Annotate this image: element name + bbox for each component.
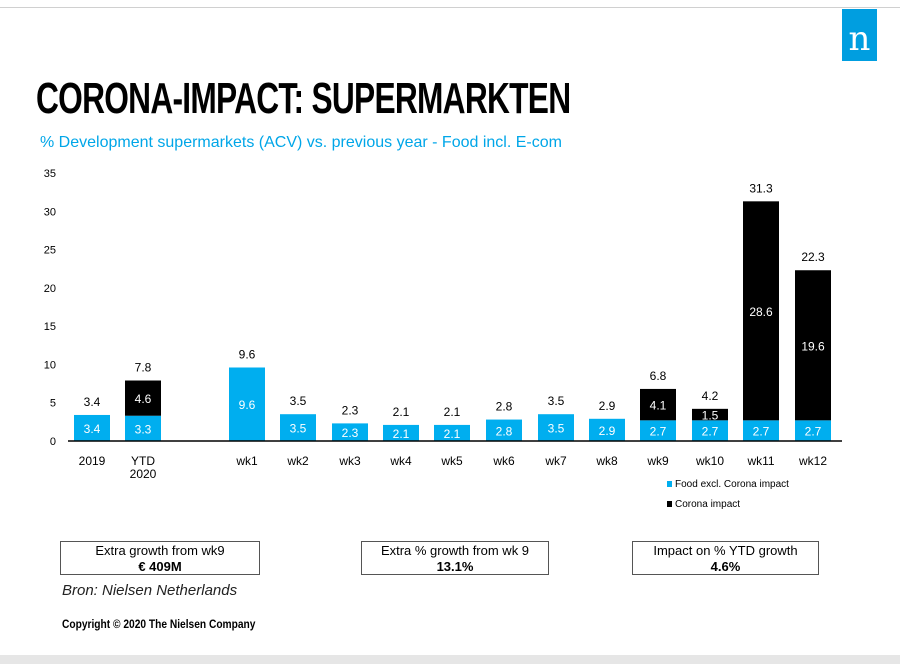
bar-total-label: 2.1 [393, 405, 410, 419]
legend-label: Food excl. Corona impact [675, 479, 789, 490]
bar-data-label: 2.1 [393, 427, 410, 441]
bar-total-label: 22.3 [801, 250, 825, 264]
bar-food-excl-corona [229, 367, 265, 441]
kpi-value: 13.1% [436, 559, 474, 574]
bar-data-label: 2.7 [650, 425, 667, 439]
bar-total-label: 2.8 [496, 400, 513, 414]
y-tick-label: 25 [44, 245, 56, 257]
legend-swatch [667, 501, 672, 507]
bar-data-label: 28.6 [749, 305, 773, 319]
y-tick-label: 10 [44, 359, 56, 371]
bar-data-label: 3.5 [548, 422, 565, 436]
x-tick-label: wk11 [746, 454, 774, 468]
bar-total-label: 6.8 [650, 369, 667, 383]
x-tick-label: wk9 [646, 454, 669, 468]
bar-corona-impact [640, 388, 676, 421]
x-tick-label: wk1 [235, 454, 258, 468]
bar-data-label: 2.7 [702, 425, 719, 439]
bar-food-excl-corona [74, 414, 110, 441]
bar-data-label: 4.6 [135, 392, 152, 406]
bar-total-label: 9.6 [239, 347, 256, 361]
bar-corona-impact [743, 201, 779, 421]
bar-data-label: 2.1 [444, 427, 461, 441]
bar-corona-impact [125, 380, 161, 416]
kpi-box-ytd-impact: Impact on % YTD growth 4.6% [632, 541, 819, 575]
top-divider [0, 7, 900, 8]
x-tick-label: 2019 [79, 454, 106, 468]
x-tick-label: wk2 [286, 454, 309, 468]
bar-food-excl-corona [538, 414, 574, 441]
y-tick-label: 15 [44, 321, 56, 333]
x-tick-label: wk3 [338, 454, 361, 468]
bar-total-label: 3.4 [84, 395, 101, 409]
x-tick-label: wk7 [544, 454, 567, 468]
bar-total-label: 31.3 [749, 181, 773, 195]
kpi-box-extra-growth: Extra growth from wk9 € 409M [60, 541, 260, 575]
bar-data-label: 3.5 [290, 422, 307, 436]
bar-total-label: 3.5 [548, 394, 565, 408]
kpi-label: Extra % growth from wk 9 [380, 543, 530, 558]
y-tick-label: 5 [50, 398, 56, 410]
x-tick-label: wk12 [798, 454, 827, 468]
y-tick-label: 30 [44, 206, 56, 218]
bar-data-label: 3.4 [84, 422, 101, 436]
kpi-label: Extra growth from wk9 [95, 543, 225, 558]
x-tick-label: wk10 [695, 454, 724, 468]
bar-food-excl-corona [332, 423, 368, 441]
y-tick-label: 20 [44, 283, 56, 295]
bar-data-label: 19.6 [801, 339, 825, 353]
bar-food-excl-corona [280, 414, 316, 441]
x-tick-label: wk4 [389, 454, 412, 468]
stacked-bar-chart: 0 5 10 15 20 25 30 35 3.4 3.4 2019 3.3 4.6 7.8 YTD2020… [44, 168, 842, 510]
bar-total-label: 7.8 [135, 361, 152, 375]
page-title: CORONA-IMPACT: SUPERMARKTEN [36, 74, 571, 123]
bar-food-excl-corona [125, 415, 161, 441]
bar-data-label: 3.3 [135, 422, 152, 436]
source-note: Bron: Nielsen Netherlands [62, 582, 238, 599]
y-tick-label: 0 [50, 436, 56, 448]
x-tick-label: 2020 [130, 467, 157, 481]
kpi-label: Impact on % YTD growth [653, 543, 798, 558]
bar-data-label: 2.9 [599, 424, 616, 438]
x-tick-label: wk5 [440, 454, 463, 468]
bar-data-label: 2.3 [342, 426, 359, 440]
bar-food-excl-corona [692, 420, 728, 441]
bar-data-label: 1.5 [702, 409, 719, 423]
chart-subtitle: % Development supermarkets (ACV) vs. pre… [40, 134, 562, 151]
bar-total-label: 2.9 [599, 399, 616, 413]
bar-food-excl-corona [383, 424, 419, 441]
bottom-bar [0, 655, 900, 664]
bar-total-label: 4.2 [702, 389, 719, 403]
bar-food-excl-corona [589, 418, 625, 441]
bar-food-excl-corona [795, 420, 831, 441]
bar-food-excl-corona [743, 420, 779, 441]
bar-corona-impact [692, 408, 728, 421]
copyright: Copyright © 2020 The Nielsen Company [62, 617, 256, 631]
bar-food-excl-corona [486, 419, 522, 441]
kpi-box-extra-pct-growth: Extra % growth from wk 9 13.1% [361, 541, 549, 575]
nielsen-logo: n [842, 9, 877, 61]
bar-food-excl-corona [434, 424, 470, 441]
bar-data-label: 9.6 [239, 398, 256, 412]
bar-food-excl-corona [640, 420, 676, 441]
kpi-value: € 409M [138, 559, 182, 574]
bar-data-label: 4.1 [650, 399, 667, 413]
bar-data-label: 2.7 [805, 425, 822, 439]
bar-total-label: 2.3 [342, 403, 359, 417]
legend-label: Corona impact [675, 499, 740, 510]
bar-data-label: 2.7 [753, 425, 770, 439]
x-tick-label: wk8 [595, 454, 618, 468]
kpi-value: 4.6% [710, 559, 741, 574]
bar-total-label: 2.1 [444, 405, 461, 419]
y-tick-label: 35 [44, 168, 56, 180]
x-tick-label: YTD [131, 454, 155, 468]
bar-corona-impact [795, 270, 831, 421]
x-tick-label: wk6 [492, 454, 515, 468]
bar-data-label: 2.8 [496, 424, 513, 438]
legend-swatch [667, 481, 672, 487]
bar-total-label: 3.5 [290, 394, 307, 408]
